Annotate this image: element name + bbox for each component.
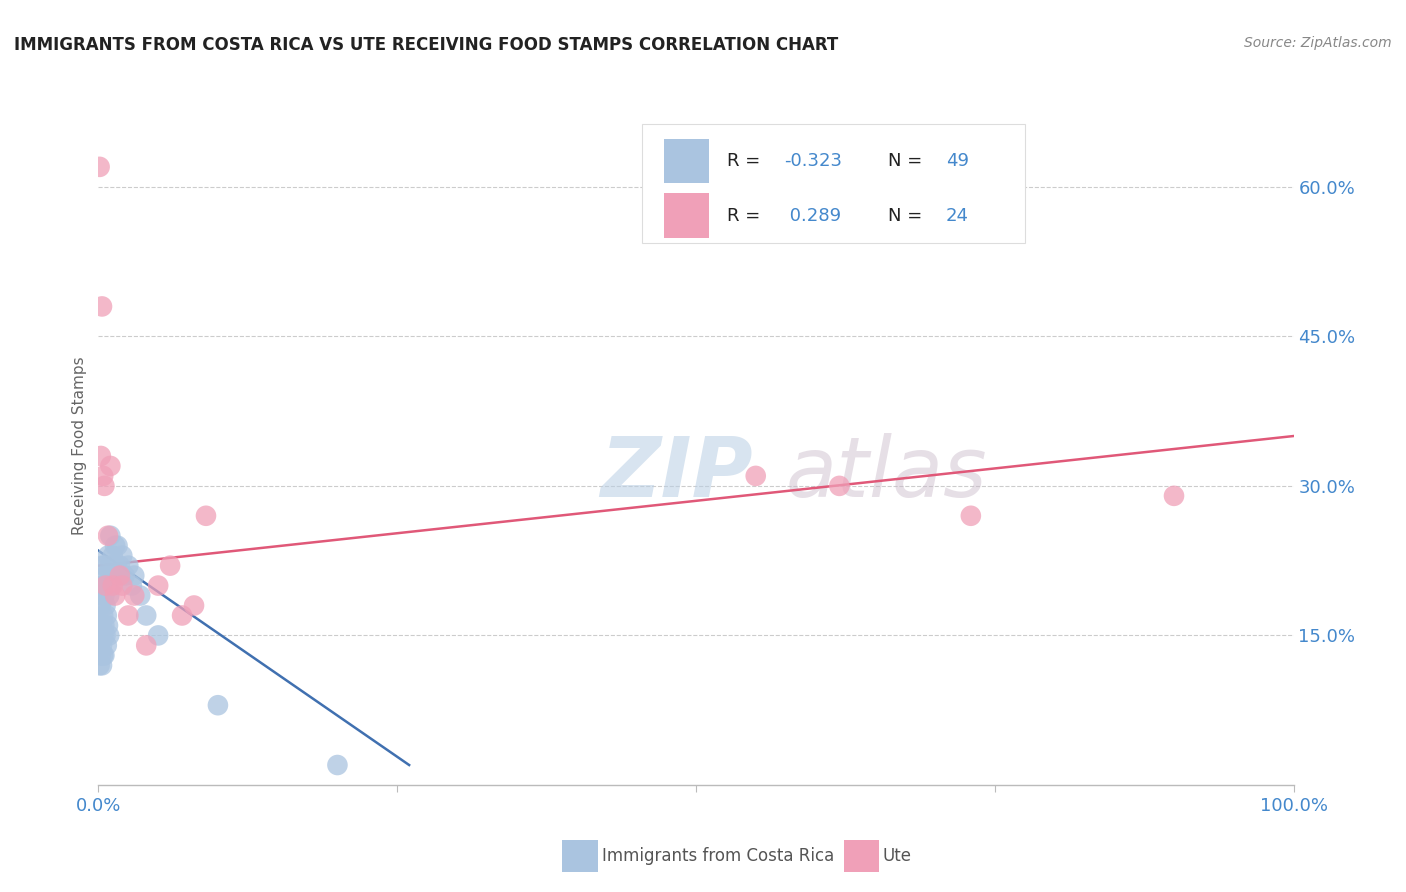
Point xyxy=(89,160,111,174)
Point xyxy=(96,639,118,653)
Text: R =: R = xyxy=(727,207,766,225)
Point xyxy=(98,558,122,573)
Point xyxy=(108,558,131,573)
Point xyxy=(97,549,120,563)
Point xyxy=(117,558,139,573)
Point xyxy=(89,658,111,673)
FancyBboxPatch shape xyxy=(664,194,709,237)
Point xyxy=(94,578,117,592)
Point xyxy=(114,568,136,582)
Point xyxy=(124,568,146,582)
Point xyxy=(207,698,229,713)
Point xyxy=(107,539,129,553)
Point xyxy=(183,599,205,613)
Point xyxy=(1163,489,1185,503)
Point xyxy=(745,469,768,483)
Point xyxy=(108,568,131,582)
Point xyxy=(91,300,114,314)
Point xyxy=(100,578,122,592)
Point xyxy=(98,458,122,473)
Point xyxy=(94,628,117,642)
Text: Immigrants from Costa Rica: Immigrants from Costa Rica xyxy=(602,847,834,865)
Point xyxy=(90,648,112,663)
Text: R =: R = xyxy=(727,153,766,170)
Point xyxy=(148,628,170,642)
Point xyxy=(98,529,122,543)
Point xyxy=(91,658,114,673)
Point xyxy=(828,479,851,493)
Point xyxy=(89,639,111,653)
Point xyxy=(104,589,127,603)
Point xyxy=(135,639,157,653)
Point xyxy=(91,628,114,642)
Point xyxy=(124,589,146,603)
FancyBboxPatch shape xyxy=(643,124,1025,243)
Point xyxy=(98,628,121,642)
Text: N =: N = xyxy=(889,207,928,225)
Point xyxy=(94,599,117,613)
Point xyxy=(960,508,983,523)
Text: 49: 49 xyxy=(946,153,969,170)
Text: 24: 24 xyxy=(946,207,969,225)
Point xyxy=(89,618,111,632)
Text: IMMIGRANTS FROM COSTA RICA VS UTE RECEIVING FOOD STAMPS CORRELATION CHART: IMMIGRANTS FROM COSTA RICA VS UTE RECEIV… xyxy=(14,36,838,54)
Text: -0.323: -0.323 xyxy=(785,153,842,170)
Point xyxy=(101,578,124,592)
Text: 0.289: 0.289 xyxy=(785,207,842,225)
Point xyxy=(94,568,117,582)
Point xyxy=(93,479,115,493)
Point xyxy=(96,608,118,623)
Point xyxy=(91,469,114,483)
Y-axis label: Receiving Food Stamps: Receiving Food Stamps xyxy=(72,357,87,535)
Point xyxy=(91,648,114,663)
Text: Ute: Ute xyxy=(883,847,912,865)
Point xyxy=(104,539,127,553)
Point xyxy=(90,599,112,613)
Point xyxy=(111,549,134,563)
Point xyxy=(90,449,112,463)
Point xyxy=(98,589,121,603)
Point xyxy=(91,639,114,653)
Point xyxy=(117,608,139,623)
Point xyxy=(326,758,349,772)
Point xyxy=(93,648,115,663)
Point xyxy=(96,578,118,592)
Point xyxy=(195,508,218,523)
Point xyxy=(91,618,114,632)
Text: ZIP: ZIP xyxy=(600,433,754,514)
Point xyxy=(91,578,114,592)
Point xyxy=(105,558,128,573)
Point xyxy=(93,618,115,632)
Point xyxy=(90,628,112,642)
Text: Source: ZipAtlas.com: Source: ZipAtlas.com xyxy=(1244,36,1392,50)
Point xyxy=(97,618,120,632)
Point xyxy=(93,589,115,603)
Text: atlas: atlas xyxy=(786,433,987,514)
Point xyxy=(93,558,115,573)
Point xyxy=(97,529,120,543)
Point xyxy=(91,558,114,573)
Point xyxy=(91,608,114,623)
Point xyxy=(111,578,134,592)
FancyBboxPatch shape xyxy=(664,139,709,184)
Point xyxy=(148,578,170,592)
Point xyxy=(172,608,194,623)
Point xyxy=(103,568,125,582)
Point xyxy=(91,589,114,603)
Point xyxy=(90,578,112,592)
Point xyxy=(129,589,152,603)
Point xyxy=(159,558,181,573)
Point xyxy=(121,578,143,592)
Point xyxy=(101,549,124,563)
Point xyxy=(135,608,157,623)
Text: N =: N = xyxy=(889,153,928,170)
